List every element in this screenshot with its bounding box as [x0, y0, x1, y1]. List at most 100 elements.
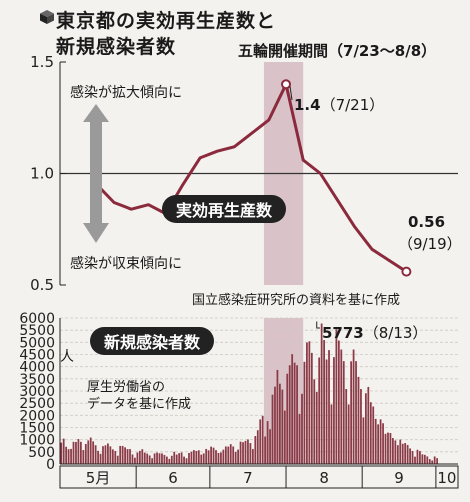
cases-bar: [286, 373, 289, 464]
cases-bar: [242, 442, 244, 464]
cases-bar: [261, 415, 264, 464]
cases-bar: [389, 433, 392, 464]
cases-bar: [185, 458, 188, 464]
cases-bar: [111, 449, 114, 464]
cases-bars: [60, 323, 439, 464]
cases-bar: [153, 453, 156, 464]
rt-last-value: 0.56: [408, 213, 446, 231]
month-label: 7: [243, 469, 253, 487]
cases-ytick-label: 1500: [19, 421, 55, 437]
cases-bar: [202, 453, 205, 464]
cases-section-label: 新規感染者数: [90, 327, 215, 355]
month-label: 6: [168, 469, 178, 487]
month-label: 8: [319, 469, 329, 487]
cases-bar: [271, 394, 274, 464]
cases-bar: [65, 446, 68, 464]
cases-bar: [229, 444, 232, 464]
cases-bar: [377, 424, 380, 464]
rt-peak-leader: [289, 86, 293, 101]
rt-lower-text: 感染が収束傾向に: [70, 256, 182, 272]
cases-bar: [328, 350, 330, 464]
cases-source-line2: データを基に作成: [87, 397, 192, 412]
arrow-head-down: [83, 223, 109, 243]
cases-bar: [107, 443, 109, 464]
cases-axes: 0500100015002000250030003500400045005000…: [19, 311, 459, 489]
cases-bar: [237, 449, 240, 464]
cases-bar: [274, 386, 276, 464]
cases-bar: [325, 359, 328, 464]
cases-bar: [296, 365, 298, 464]
cases-bar: [367, 386, 370, 464]
cases-bar: [217, 452, 220, 464]
cases-bar: [244, 440, 247, 464]
cases-bar: [278, 383, 281, 464]
cases-bar: [143, 452, 146, 464]
cases-bar: [355, 361, 357, 464]
rt-ytick-label: 0.5: [30, 276, 54, 294]
chart-title-line1: 東京都の実効再生産数と: [56, 10, 277, 32]
cases-bar: [170, 455, 173, 464]
cases-bar: [330, 404, 333, 464]
cases-ytick-label: 4000: [19, 360, 55, 376]
cases-bar: [266, 421, 269, 464]
cases-bar: [60, 442, 63, 464]
cases-bar: [126, 449, 129, 464]
cases-bar: [384, 433, 387, 464]
cases-bar: [399, 439, 402, 464]
cases-bar: [87, 440, 90, 464]
cases-bar: [433, 456, 436, 464]
rt-ytick-label: 1.0: [30, 165, 54, 183]
rt-point-highlight: [281, 79, 292, 90]
cases-bar: [269, 429, 271, 464]
cases-bar: [345, 389, 348, 464]
cases-bar: [259, 419, 262, 464]
cases-bar: [323, 340, 325, 464]
cases-bar: [224, 446, 227, 464]
cases-bar: [124, 447, 126, 464]
cases-bar: [404, 443, 407, 464]
cases-bar: [207, 450, 210, 464]
cases-bar: [102, 446, 104, 464]
cases-bar: [310, 352, 313, 464]
rt-line: [95, 79, 412, 277]
cases-bar: [173, 451, 176, 464]
cases-bar: [320, 323, 323, 464]
cases-ytick-label: 5500: [19, 323, 55, 339]
cases-bar: [249, 443, 252, 464]
trend-arrow: [83, 104, 109, 243]
cases-peak-annotation: 5773（8/13）: [322, 322, 427, 343]
cases-bar: [283, 410, 286, 464]
cases-bar: [392, 438, 394, 464]
cases-bar: [138, 450, 141, 464]
cases-bar: [288, 365, 291, 464]
cases-bar: [254, 436, 257, 464]
rt-upper-text: 感染が拡大傾向に: [70, 85, 182, 101]
cases-bar: [116, 455, 119, 464]
cases-bar: [156, 452, 158, 464]
cases-bar: [67, 449, 70, 464]
rt-source-note: 国立感染症研究所の資料を基に作成: [192, 293, 401, 308]
cases-bar: [436, 458, 439, 464]
cases-bar: [301, 393, 303, 464]
cases-ytick-label: 2500: [19, 396, 55, 412]
cases-bar: [394, 440, 397, 464]
cases-bar: [193, 450, 195, 464]
arrow-head-up: [83, 104, 109, 122]
cases-bar: [146, 453, 149, 464]
cases-bar: [298, 413, 301, 464]
cases-bar: [158, 453, 161, 464]
cases-bar: [220, 452, 222, 464]
cases-bar: [382, 423, 384, 464]
cases-bar: [362, 417, 365, 464]
cases-bar: [62, 438, 65, 464]
cases-bar: [141, 449, 144, 464]
cases-bar: [165, 456, 168, 464]
cases-bar: [357, 376, 360, 464]
cases-bar: [372, 406, 375, 464]
cases-bar: [306, 342, 308, 464]
cases-unit: 人: [60, 349, 74, 365]
cases-bar: [99, 453, 102, 464]
cases-bar: [313, 379, 316, 464]
cases-bar: [342, 361, 345, 464]
cases-ytick-label: 500: [28, 445, 55, 461]
